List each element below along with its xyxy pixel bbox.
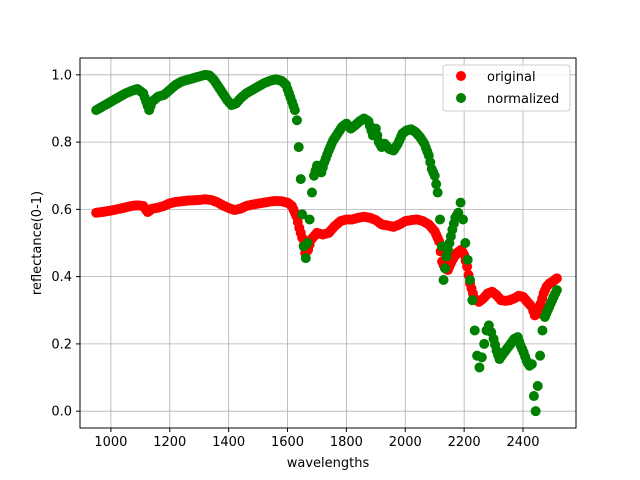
data-point-normalized (291, 115, 302, 126)
data-point-normalized (474, 362, 485, 373)
legend-box (442, 64, 571, 112)
legend-marker-original (456, 71, 466, 81)
x-tick-label: 2200 (448, 435, 481, 450)
x-tick-label: 1800 (330, 435, 363, 450)
data-point-normalized (431, 179, 442, 190)
y-tick-label: 0.6 (51, 203, 72, 218)
data-point-normalized (460, 238, 471, 248)
y-tick-label: 0.2 (51, 337, 72, 352)
x-axis-ticks: 1000 1200 1400 1600 1800 2000 2200 2400 (94, 428, 540, 450)
data-point-normalized (304, 214, 315, 225)
data-point-original (551, 273, 562, 284)
data-points (91, 69, 562, 417)
legend-label-normalized: normalized (487, 92, 559, 107)
data-point-normalized (528, 391, 539, 402)
data-point-normalized (469, 325, 480, 336)
data-point-normalized (526, 359, 537, 370)
x-tick-label: 1200 (153, 435, 186, 450)
data-point-normalized (300, 253, 311, 264)
data-point-normalized (429, 170, 440, 181)
data-point-normalized (289, 105, 300, 116)
data-point-normalized (455, 197, 466, 208)
y-axis-ticks: 0.0 0.2 0.4 0.6 0.8 1.0 (51, 68, 80, 420)
data-point-normalized (293, 142, 304, 153)
x-tick-label: 1400 (212, 435, 245, 450)
data-point-normalized (467, 295, 478, 306)
y-tick-label: 0.8 (51, 136, 72, 151)
data-point-normalized (440, 263, 451, 274)
legend-label-original: original (487, 70, 536, 85)
data-point-normalized (537, 325, 548, 336)
data-point-normalized (302, 238, 313, 248)
data-point-normalized (432, 187, 443, 198)
data-point-normalized (530, 406, 541, 417)
y-tick-label: 0.0 (51, 405, 72, 420)
x-tick-label: 1600 (271, 435, 304, 450)
x-tick-label: 2000 (389, 435, 422, 450)
x-tick-label: 1000 (94, 435, 127, 450)
data-point-normalized (465, 275, 476, 285)
data-point-normalized (479, 338, 490, 349)
data-point-normalized (476, 352, 487, 363)
data-point-normalized (295, 174, 306, 185)
data-point-normalized (535, 350, 546, 361)
data-point-normalized (435, 214, 445, 225)
series-normalized (91, 69, 562, 417)
data-point-normalized (532, 380, 543, 391)
y-axis-label: reflectance(0-1) (30, 191, 45, 295)
legend: original normalized (442, 64, 571, 112)
plot-frame (79, 57, 577, 429)
data-point-normalized (462, 254, 473, 265)
data-point-normalized (551, 285, 562, 296)
data-point-normalized (306, 187, 317, 198)
data-point-normalized (457, 214, 468, 225)
legend-marker-normalized (456, 93, 466, 103)
y-tick-label: 1.0 (51, 68, 72, 83)
x-tick-label: 2400 (506, 435, 539, 450)
data-point-normalized (297, 209, 308, 220)
series-original (91, 194, 562, 321)
x-axis-label: wavelengths (287, 456, 370, 471)
data-point-normalized (438, 275, 449, 285)
plot-area (80, 58, 576, 428)
y-tick-label: 0.4 (51, 270, 72, 285)
